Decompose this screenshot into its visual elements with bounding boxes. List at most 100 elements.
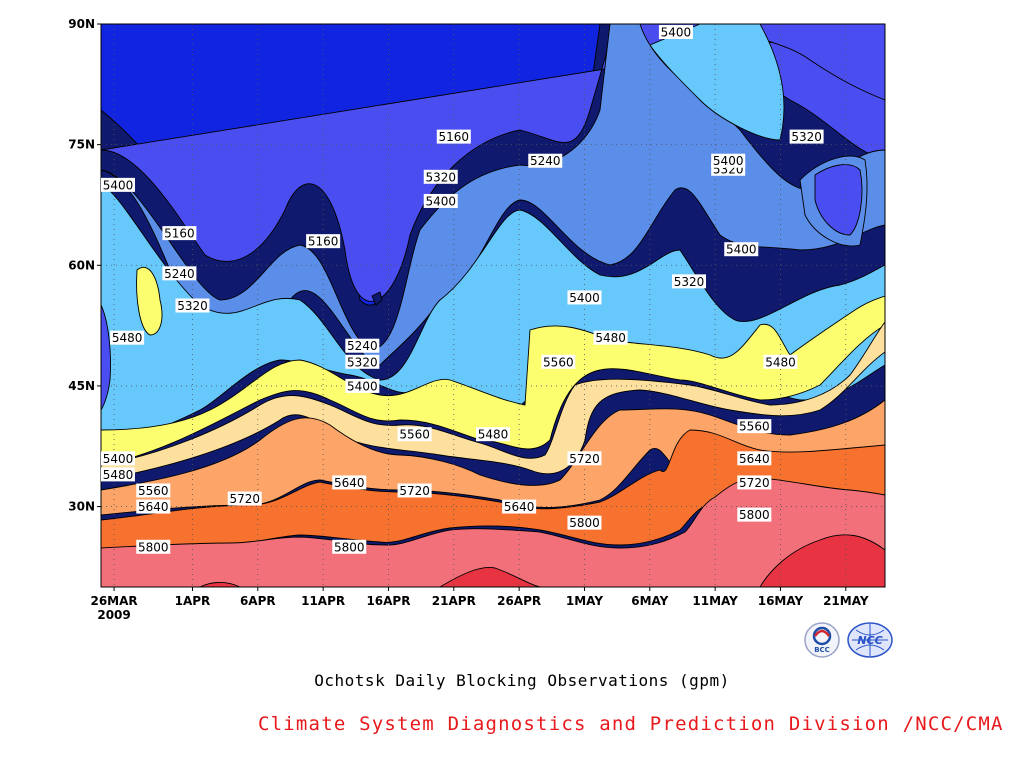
contour-label: 5320 <box>345 354 380 369</box>
x-tick-label: 11MAY <box>692 594 738 608</box>
contour-label: 5400 <box>567 290 602 305</box>
contour-label: 5320 <box>672 274 706 289</box>
y-tick-label: 60N <box>68 258 95 272</box>
x-tick-label: 6APR <box>240 594 276 608</box>
svg-text:5320: 5320 <box>177 299 208 313</box>
x-tick-label: 6MAY <box>631 594 668 608</box>
contour-label: 5400 <box>658 25 693 40</box>
chart-title: Ochotsk Daily Blocking Observations (gpm… <box>314 671 730 690</box>
contour-label: 5480 <box>101 467 135 482</box>
contour-band <box>371 291 383 306</box>
x-tick-label: 1MAY <box>566 594 603 608</box>
contour-label: 5720 <box>567 451 602 466</box>
contour-label: 5240 <box>345 338 380 353</box>
svg-text:5480: 5480 <box>765 355 796 369</box>
contour-label: 5560 <box>136 483 171 498</box>
contour-label: 5560 <box>541 354 576 369</box>
svg-text:5240: 5240 <box>164 267 195 281</box>
x-tick-label: 16APR <box>366 594 410 608</box>
svg-text:5400: 5400 <box>713 154 744 168</box>
y-tick-label: 45N <box>68 379 95 393</box>
contour-label: 5640 <box>136 499 171 514</box>
svg-text:5720: 5720 <box>229 492 260 506</box>
contour-label: 5320 <box>423 169 458 184</box>
credit-line: Climate System Diagnostics and Predictio… <box>258 713 1004 735</box>
svg-text:5560: 5560 <box>399 428 430 442</box>
x-tick-label: 21APR <box>432 594 476 608</box>
axis-ticks: 30N 45N 60N 75N 90N 26MAR 1APR 6APR 11APR 16APR 21… <box>68 17 869 622</box>
ncc-logo: NCC <box>846 621 894 659</box>
contour-label: 5560 <box>737 419 772 434</box>
svg-text:5560: 5560 <box>138 484 169 498</box>
svg-text:5720: 5720 <box>399 484 430 498</box>
contour-label: 5480 <box>110 330 145 345</box>
x-tick-label: 21MAY <box>823 594 869 608</box>
svg-text:5800: 5800 <box>138 540 169 554</box>
svg-text:5400: 5400 <box>425 194 456 208</box>
svg-text:5320: 5320 <box>674 275 705 289</box>
contour-label: 5720 <box>397 483 432 498</box>
svg-text:5720: 5720 <box>569 452 600 466</box>
svg-text:5800: 5800 <box>334 540 365 554</box>
contour-band <box>136 267 163 336</box>
svg-text:5320: 5320 <box>347 355 378 369</box>
svg-text:BCC: BCC <box>814 646 830 654</box>
svg-text:5160: 5160 <box>439 130 470 144</box>
svg-text:5480: 5480 <box>103 468 134 482</box>
svg-text:5400: 5400 <box>103 452 134 466</box>
svg-text:5480: 5480 <box>478 428 509 442</box>
svg-text:5320: 5320 <box>425 170 456 184</box>
svg-text:5640: 5640 <box>739 452 770 466</box>
contour-label: 5720 <box>227 491 262 506</box>
svg-text:5400: 5400 <box>661 26 692 40</box>
svg-text:5160: 5160 <box>164 227 195 241</box>
svg-text:5400: 5400 <box>103 178 134 192</box>
contour-label: 5240 <box>528 153 563 168</box>
contour-label: 5800 <box>737 507 772 522</box>
x-tick-label: 11APR <box>301 594 345 608</box>
contour-label: 5320 <box>175 298 210 313</box>
svg-text:5160: 5160 <box>308 235 339 249</box>
contour-band <box>814 164 863 236</box>
svg-text:NCC: NCC <box>857 634 882 647</box>
contour-label: 5800 <box>567 515 602 530</box>
contour-band <box>439 567 541 587</box>
svg-text:5400: 5400 <box>347 379 378 393</box>
contour-label: 5400 <box>101 177 135 192</box>
y-tick-label: 75N <box>68 138 95 152</box>
svg-text:5640: 5640 <box>334 476 365 490</box>
svg-text:5560: 5560 <box>543 355 574 369</box>
contour-band <box>101 321 885 481</box>
svg-text:5320: 5320 <box>791 130 822 144</box>
contour-label: 5240 <box>162 266 197 281</box>
svg-text:5640: 5640 <box>138 500 169 514</box>
contour-band <box>101 477 885 587</box>
contour-label: 5400 <box>711 153 746 168</box>
svg-text:5240: 5240 <box>530 154 561 168</box>
contour-label: 5800 <box>136 539 171 554</box>
contour-label: 5800 <box>332 539 367 554</box>
contour-band <box>649 24 785 141</box>
contour-label: 5160 <box>162 226 197 241</box>
svg-text:5800: 5800 <box>739 508 770 522</box>
contour-band <box>101 304 111 411</box>
contour-label: 5400 <box>724 242 759 257</box>
x-tick-label: 26MAR <box>90 594 137 608</box>
contour-label: 5400 <box>101 451 135 466</box>
contour-label: 5480 <box>763 354 798 369</box>
bcc-logo: BCC <box>803 621 841 659</box>
svg-text:5400: 5400 <box>569 291 600 305</box>
x-tick-label: 26APR <box>497 594 541 608</box>
y-tick-label: 90N <box>68 17 95 31</box>
svg-text:5800: 5800 <box>569 516 600 530</box>
svg-text:5720: 5720 <box>739 476 770 490</box>
plot-frame <box>100 23 886 588</box>
svg-text:5560: 5560 <box>739 420 770 434</box>
contour-label: 5160 <box>436 129 471 144</box>
contour-band <box>101 184 885 441</box>
contour-band <box>759 534 885 587</box>
contour-label: 5640 <box>502 499 537 514</box>
x-tick-label: 1APR <box>175 594 211 608</box>
contour-label: 5480 <box>593 330 628 345</box>
